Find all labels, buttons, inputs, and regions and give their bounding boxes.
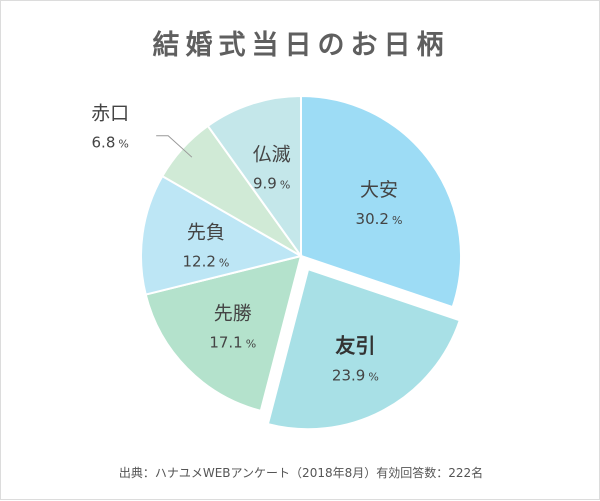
slice-label-5: 仏滅 — [253, 144, 291, 166]
slice-value-0: 30.2% — [356, 210, 403, 228]
slice-label-2: 先勝 — [214, 303, 252, 325]
pie-slice-1 — [266, 267, 462, 431]
slice-label-4: 赤口 — [91, 103, 129, 125]
slice-value-5: 9.9% — [253, 175, 290, 193]
source-note: 出典：ハナユメWEBアンケート（2018年8月）有効回答数：222名 — [118, 466, 484, 480]
pie-slice-3 — [140, 174, 304, 296]
slice-label-3: 先負 — [187, 222, 225, 244]
chart-title: 結婚式当日のお日柄 — [152, 30, 450, 61]
slice-label-0: 大安 — [360, 179, 398, 201]
pie-slice-5 — [206, 94, 302, 260]
slice-value-2: 17.1% — [209, 334, 256, 352]
slice-label-1: 友引 — [335, 333, 375, 357]
pie-slice-2 — [144, 254, 303, 413]
slice-value-4: 6.8% — [92, 134, 129, 152]
slice-value-1: 23.9% — [332, 366, 379, 384]
slice-value-3: 12.2% — [183, 253, 230, 271]
leader-line-4 — [156, 135, 193, 158]
pie-slice-0 — [300, 94, 462, 309]
